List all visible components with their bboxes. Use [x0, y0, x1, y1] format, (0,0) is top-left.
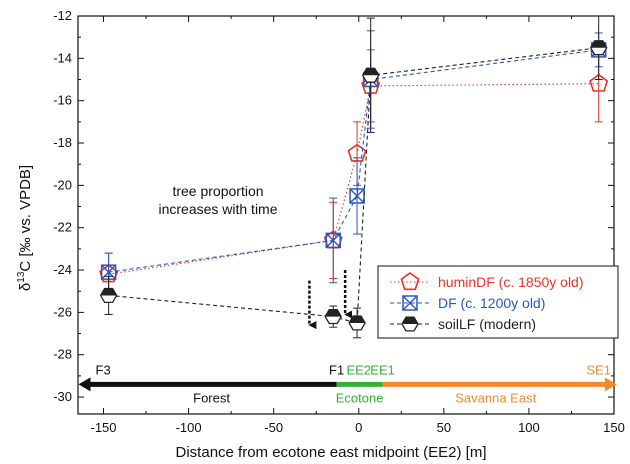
pentagon-marker	[589, 73, 609, 92]
note-line-1: tree proportion	[172, 183, 263, 199]
transect-band: Forest Ecotone Savanna East F3 F1 EE2 EE1 SE1	[78, 362, 617, 405]
x-tick-label: 50	[437, 420, 451, 435]
plot-frame	[77, 15, 615, 415]
plot-border	[77, 15, 615, 415]
y-tick-label: -28	[53, 347, 72, 362]
hexagon-marker-fill	[402, 317, 418, 324]
x-tick-label: 0	[355, 420, 362, 435]
series-line	[108, 49, 599, 273]
series-0	[99, 45, 609, 296]
legend-label: soilLF (modern)	[438, 316, 536, 332]
x-axis-title: Distance from ecotone east midpoint (EE2…	[176, 444, 487, 461]
zone-label: Forest	[193, 390, 230, 405]
legend-label: huminDF (c. 1850y old)	[438, 274, 584, 290]
tick-layer: -30 -28 -26 -24 -22 -20 -18 -16 -14 -12 -150 -100 -5…	[53, 8, 625, 435]
boxed-x-marker	[349, 188, 365, 204]
y-tick-label: -24	[53, 262, 72, 277]
boxed-x-diagonal	[325, 232, 341, 248]
y-axis-rest: C [‰ vs. VPDB]	[17, 165, 34, 272]
y-tick-label: -20	[53, 177, 72, 192]
y-axis-sup: 13	[16, 271, 27, 283]
site-label: F3	[96, 362, 111, 377]
transect-arrowhead-right	[604, 377, 617, 392]
zone-label: Savanna East	[455, 390, 536, 405]
site-label: EE1	[370, 362, 395, 377]
hexagon-marker-fill	[325, 309, 342, 317]
x-tick-label: -100	[176, 420, 202, 435]
y-tick-label: -18	[53, 135, 72, 150]
boxed-x-marker	[402, 295, 418, 311]
y-tick-label: -30	[53, 389, 72, 404]
legend: huminDF (c. 1850y old) DF (c. 1200y old) s…	[377, 265, 619, 339]
legend-label: DF (c. 1200y old)	[438, 295, 545, 311]
note-line-2: increases with time	[158, 201, 277, 217]
series-2	[99, 15, 608, 339]
series-layer	[99, 15, 609, 339]
x-tick-label: 100	[518, 420, 540, 435]
site-label: EE2	[346, 362, 371, 377]
x-tick-label: -150	[91, 420, 117, 435]
hexagon-marker-fill	[100, 288, 117, 296]
y-tick-label: -22	[53, 220, 72, 235]
y-axis-delta: δ	[17, 283, 34, 291]
y-tick-label: -14	[53, 50, 72, 65]
y-tick-label: -26	[53, 304, 72, 319]
zone-label: Ecotone	[336, 390, 384, 405]
hexagon-marker-fill	[590, 40, 607, 48]
site-label: F1	[329, 362, 344, 377]
transect-arrowhead-left	[78, 377, 91, 392]
annotation-layer: tree proportion increases with time	[158, 183, 353, 330]
boxed-x-diagonal	[349, 188, 365, 204]
x-tick-label: -50	[264, 420, 283, 435]
boxed-x-marker	[325, 232, 341, 249]
site-label: SE1	[586, 362, 611, 377]
series-line	[108, 83, 599, 275]
hexagon-marker-fill	[362, 68, 379, 76]
y-tick-label: -16	[53, 93, 72, 108]
series-line	[108, 47, 599, 324]
boxed-x-diagonal	[101, 264, 117, 280]
boxed-x-diagonal	[402, 295, 418, 311]
x-tick-label: 150	[603, 420, 625, 435]
y-tick-label: -12	[53, 8, 72, 23]
hexagon-marker-fill	[349, 316, 366, 323]
pentagon-marker	[400, 272, 420, 291]
y-axis-title: δ13C [‰ vs. VPDB]	[16, 165, 34, 291]
